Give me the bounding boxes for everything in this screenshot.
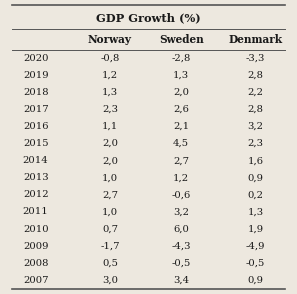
Text: 0,9: 0,9 <box>247 173 263 182</box>
Text: 1,2: 1,2 <box>102 71 118 80</box>
Text: 2,2: 2,2 <box>247 88 263 97</box>
Text: 2010: 2010 <box>23 225 48 233</box>
Text: 1,0: 1,0 <box>102 173 118 182</box>
Text: -4,3: -4,3 <box>171 242 191 251</box>
Text: GDP Growth (%): GDP Growth (%) <box>96 12 201 23</box>
Text: Norway: Norway <box>88 34 132 45</box>
Text: -2,8: -2,8 <box>171 54 191 63</box>
Text: -0,5: -0,5 <box>171 259 191 268</box>
Text: 3,2: 3,2 <box>173 208 189 216</box>
Text: 2016: 2016 <box>23 122 48 131</box>
Text: Denmark: Denmark <box>228 34 282 45</box>
Text: 2,0: 2,0 <box>102 156 118 165</box>
Text: 2018: 2018 <box>23 88 48 97</box>
Text: 1,6: 1,6 <box>247 156 263 165</box>
Text: 2,3: 2,3 <box>247 139 263 148</box>
Text: -0,5: -0,5 <box>246 259 265 268</box>
Text: 0,5: 0,5 <box>102 259 118 268</box>
Text: 1,3: 1,3 <box>247 208 263 216</box>
Text: 2,7: 2,7 <box>102 190 118 199</box>
Text: 2013: 2013 <box>23 173 48 182</box>
Text: 2015: 2015 <box>23 139 48 148</box>
Text: 2011: 2011 <box>23 208 48 216</box>
Text: 2009: 2009 <box>23 242 48 251</box>
Text: 2008: 2008 <box>23 259 48 268</box>
Text: 2020: 2020 <box>23 54 48 63</box>
Text: 2,1: 2,1 <box>173 122 189 131</box>
Text: 1,2: 1,2 <box>173 173 189 182</box>
Text: 2,8: 2,8 <box>247 105 263 114</box>
Text: 2019: 2019 <box>23 71 48 80</box>
Text: 2017: 2017 <box>23 105 48 114</box>
Text: 2,3: 2,3 <box>102 105 118 114</box>
Text: 2007: 2007 <box>23 276 48 285</box>
Text: 4,5: 4,5 <box>173 139 189 148</box>
Text: 1,1: 1,1 <box>102 122 118 131</box>
Text: 1,3: 1,3 <box>173 71 189 80</box>
Text: 1,0: 1,0 <box>102 208 118 216</box>
Text: 2,7: 2,7 <box>173 156 189 165</box>
Text: 3,2: 3,2 <box>247 122 263 131</box>
Text: 2,0: 2,0 <box>173 88 189 97</box>
Text: 3,0: 3,0 <box>102 276 118 285</box>
Text: -1,7: -1,7 <box>100 242 120 251</box>
Text: -3,3: -3,3 <box>246 54 265 63</box>
Text: 2014: 2014 <box>23 156 48 165</box>
Text: -4,9: -4,9 <box>246 242 265 251</box>
Text: 0,9: 0,9 <box>247 276 263 285</box>
Text: 1,9: 1,9 <box>247 225 263 233</box>
Text: -0,8: -0,8 <box>100 54 120 63</box>
Text: 6,0: 6,0 <box>173 225 189 233</box>
Text: 2012: 2012 <box>23 190 48 199</box>
Text: 0,7: 0,7 <box>102 225 118 233</box>
Text: 2,0: 2,0 <box>102 139 118 148</box>
Text: -0,6: -0,6 <box>172 190 191 199</box>
Text: 0,2: 0,2 <box>247 190 263 199</box>
Text: 2,8: 2,8 <box>247 71 263 80</box>
Text: 3,4: 3,4 <box>173 276 189 285</box>
Text: 1,3: 1,3 <box>102 88 118 97</box>
Text: Sweden: Sweden <box>159 34 203 45</box>
Text: 2,6: 2,6 <box>173 105 189 114</box>
